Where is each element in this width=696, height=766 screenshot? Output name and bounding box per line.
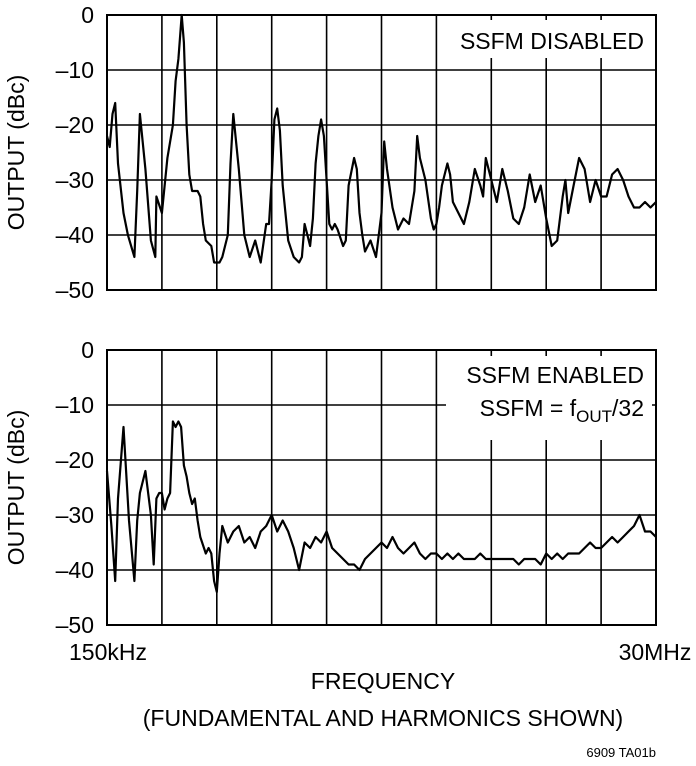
top-ylabel: OUTPUT (dBc) — [3, 75, 29, 230]
figure-id: 6909 TA01b — [586, 745, 656, 760]
top-panel: 0 –10 –20 –30 –40 –50 OUTPUT (dBc) SSFM DISABLE… — [3, 2, 657, 303]
bottom-annotation-bg — [446, 356, 652, 440]
bottom-series-line — [105, 420, 657, 594]
top-series-line — [105, 13, 657, 264]
top-ytick-label: 0 — [81, 2, 94, 28]
bottom-ytick-label: –10 — [56, 392, 94, 418]
top-ytick-label: –30 — [56, 167, 94, 193]
top-ytick-label: –50 — [56, 277, 94, 303]
bottom-annotation-line2: SSFM = fOUT/32 — [480, 395, 644, 426]
xtick-label-end: 30MHz — [619, 639, 692, 665]
ssfm-formula-ratio: /32 — [612, 395, 644, 421]
top-ytick-label: –20 — [56, 112, 94, 138]
ssfm-formula-subscript: OUT — [576, 407, 612, 426]
bottom-ytick-label: –20 — [56, 447, 94, 473]
xtick-label-start: 150kHz — [69, 639, 147, 665]
bottom-ylabel: OUTPUT (dBc) — [3, 410, 29, 565]
bottom-ytick-label: –50 — [56, 612, 94, 638]
bottom-plot-frame — [106, 349, 657, 626]
xaxis-subtitle: (FUNDAMENTAL AND HARMONICS SHOWN) — [143, 705, 623, 731]
top-annotation: SSFM DISABLED — [460, 28, 644, 54]
ssfm-formula-text: SSFM = f — [480, 395, 577, 421]
bottom-ytick-label: 0 — [81, 337, 94, 363]
bottom-ytick-label: –30 — [56, 502, 94, 528]
top-ytick-label: –10 — [56, 57, 94, 83]
bottom-annotation-line1: SSFM ENABLED — [466, 362, 644, 388]
bottom-ytick-label: –40 — [56, 557, 94, 583]
top-annotation-bg — [440, 20, 650, 58]
top-plot-frame — [106, 14, 657, 291]
bottom-panel: 0 –10 –20 –30 –40 –50 OUTPUT (dBc) SSFM ENABLED… — [3, 337, 691, 731]
top-ytick-label: –40 — [56, 222, 94, 248]
xaxis-title: FREQUENCY — [311, 668, 455, 694]
